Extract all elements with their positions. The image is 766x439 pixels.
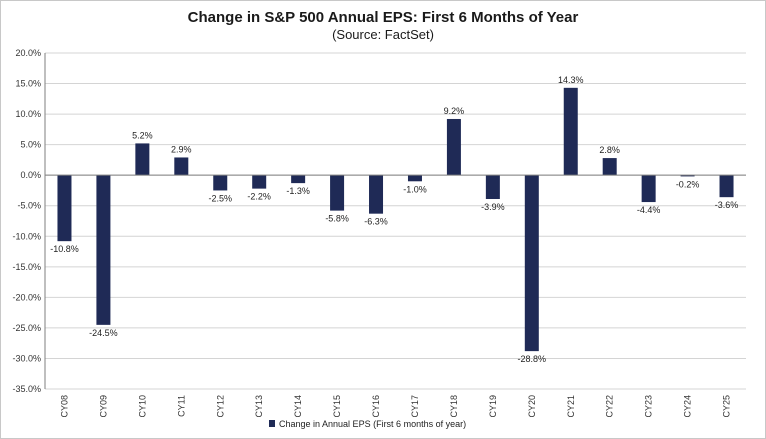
bars [57, 87, 734, 352]
bar-cy18 [446, 118, 461, 176]
bar-cy10 [135, 143, 150, 176]
data-labels: -10.8% -24.5% 5.2% 2.9% -2.5% -2.2% -1.3% -5.8%… [50, 75, 738, 364]
bar-cy23 [641, 175, 656, 203]
data-label: -10.8% [50, 244, 79, 254]
x-tick-label: CY20 [527, 395, 537, 418]
y-tick-label: -30.0% [12, 353, 41, 363]
bar-cy17 [407, 175, 422, 182]
x-tick-label: CY17 [410, 395, 420, 418]
data-label: 5.2% [132, 130, 153, 140]
y-tick-label: -20.0% [12, 292, 41, 302]
x-tick-label: CY09 [98, 395, 108, 418]
data-label: 2.8% [599, 145, 620, 155]
y-tick-label: -15.0% [12, 262, 41, 272]
x-tick-label: CY19 [488, 395, 498, 418]
bar-cy20 [524, 175, 539, 352]
y-tick-label: 15.0% [15, 79, 41, 89]
bar-cy22 [602, 158, 617, 176]
legend-label: Change in Annual EPS (First 6 months of … [279, 419, 466, 429]
data-label: -3.6% [715, 200, 739, 210]
data-label: -1.3% [286, 186, 310, 196]
data-label: 2.9% [171, 144, 192, 154]
x-tick-label: CY18 [449, 395, 459, 418]
x-axis-ticks: CY08 CY09 CY10 CY11 CY12 CY13 CY14 CY15 CY16 CY17… [59, 395, 731, 418]
x-tick-label: CY14 [293, 395, 303, 418]
y-tick-label: -5.0% [17, 201, 41, 211]
data-label: -0.2% [676, 179, 700, 189]
chart-title: Change in S&P 500 Annual EPS: First 6 Mo… [188, 9, 579, 26]
data-label: 9.2% [444, 106, 465, 116]
x-tick-label: CY25 [722, 395, 732, 418]
x-tick-label: CY12 [215, 395, 225, 418]
x-tick-label: CY21 [566, 395, 576, 418]
x-tick-label: CY15 [332, 395, 342, 418]
x-tick-label: CY22 [605, 395, 615, 418]
bar-cy14 [291, 175, 306, 184]
x-tick-label: CY08 [59, 395, 69, 418]
bar-cy11 [174, 157, 189, 176]
legend: Change in Annual EPS (First 6 months of … [269, 419, 466, 429]
data-label: -2.5% [208, 193, 232, 203]
y-tick-label: -35.0% [12, 384, 41, 394]
bar-cy08 [57, 175, 72, 242]
bar-cy13 [252, 175, 267, 189]
data-label: -24.5% [89, 328, 118, 338]
bar-cy12 [213, 175, 228, 191]
data-label: -2.2% [247, 192, 271, 202]
x-tick-label: CY16 [371, 395, 381, 418]
bar-cy19 [485, 175, 500, 200]
y-tick-label: 10.0% [15, 109, 41, 119]
x-tick-label: CY24 [683, 395, 693, 418]
y-tick-label: -10.0% [12, 231, 41, 241]
legend-swatch [269, 420, 275, 427]
x-tick-label: CY13 [254, 395, 264, 418]
x-tick-label: CY10 [137, 395, 147, 418]
bar-cy16 [369, 175, 384, 214]
data-label: -4.4% [637, 205, 661, 215]
data-label: 14.3% [558, 75, 584, 85]
y-tick-label: 20.0% [15, 48, 41, 58]
data-label: -6.3% [364, 217, 388, 227]
data-label: -5.8% [325, 214, 349, 224]
x-tick-label: CY23 [644, 395, 654, 418]
y-axis-ticks: 20.0% 15.0% 10.0% 5.0% 0.0% -5.0% -10.0% -15.0%… [12, 48, 41, 394]
bar-cy24 [680, 175, 695, 177]
data-label: -3.9% [481, 202, 505, 212]
x-tick-label: CY11 [176, 395, 186, 417]
chart-subtitle: (Source: FactSet) [332, 27, 434, 42]
data-label: -28.8% [518, 354, 547, 364]
data-label: -1.0% [403, 184, 427, 194]
gridlines [45, 52, 746, 390]
bar-cy15 [330, 175, 345, 211]
bar-cy21 [563, 87, 578, 176]
y-tick-label: 0.0% [20, 170, 41, 180]
bar-cy25 [719, 175, 734, 198]
y-tick-label: -25.0% [12, 323, 41, 333]
y-tick-label: 5.0% [20, 140, 41, 150]
bar-cy09 [96, 175, 111, 325]
